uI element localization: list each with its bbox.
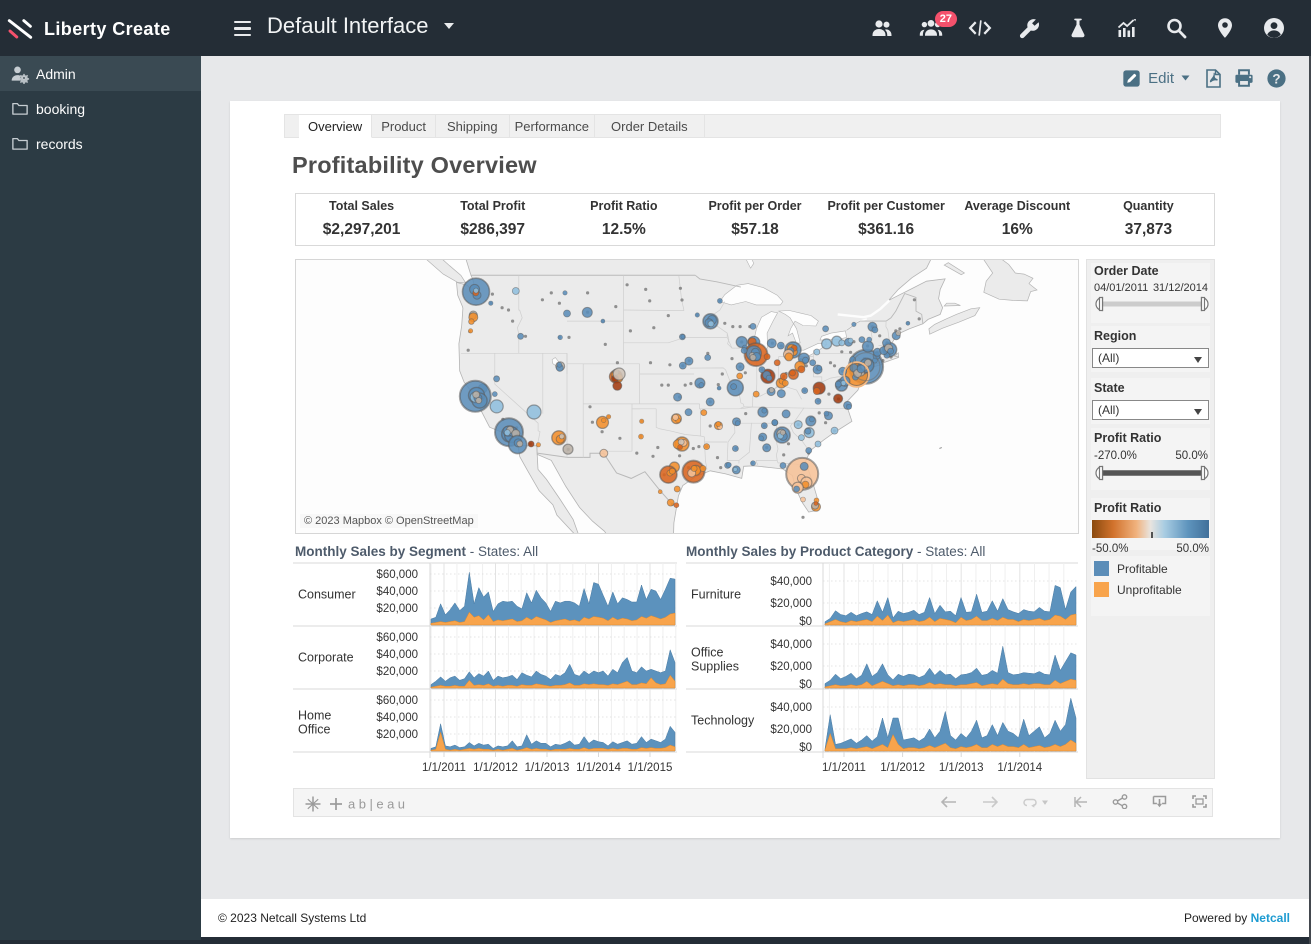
svg-text:1/1/2011: 1/1/2011 bbox=[822, 762, 866, 774]
svg-text:Corporate: Corporate bbox=[298, 651, 354, 665]
svg-text:$20,000: $20,000 bbox=[770, 661, 812, 673]
svg-text:Monthly Sales by Product Categ: Monthly Sales by Product Category - Stat… bbox=[686, 544, 985, 559]
svg-text:Technology: Technology bbox=[691, 714, 755, 728]
svg-text:1/1/2013: 1/1/2013 bbox=[525, 762, 570, 774]
svg-text:Office: Office bbox=[691, 646, 723, 660]
svg-text:1/1/2015: 1/1/2015 bbox=[628, 762, 673, 774]
svg-text:$20,000: $20,000 bbox=[770, 724, 812, 736]
svg-text:Home: Home bbox=[298, 709, 331, 723]
svg-text:1/1/2014: 1/1/2014 bbox=[576, 762, 621, 774]
svg-text:1/1/2013: 1/1/2013 bbox=[939, 762, 984, 774]
svg-text:$60,000: $60,000 bbox=[376, 695, 418, 707]
svg-text:$40,000: $40,000 bbox=[376, 586, 418, 598]
svg-text:1/1/2012: 1/1/2012 bbox=[473, 762, 518, 774]
svg-text:$40,000: $40,000 bbox=[376, 712, 418, 724]
svg-text:1/1/2011: 1/1/2011 bbox=[422, 762, 466, 774]
svg-text:ab|eau: ab|eau bbox=[348, 797, 409, 812]
svg-text:Furniture: Furniture bbox=[691, 588, 741, 602]
svg-text:$40,000: $40,000 bbox=[376, 649, 418, 661]
svg-text:$20,000: $20,000 bbox=[770, 598, 812, 610]
svg-text:1/1/2014: 1/1/2014 bbox=[997, 762, 1042, 774]
svg-text:$20,000: $20,000 bbox=[376, 729, 418, 741]
svg-text:$40,000: $40,000 bbox=[770, 702, 812, 714]
svg-text:?: ? bbox=[1272, 71, 1280, 86]
svg-text:$0: $0 bbox=[799, 742, 812, 754]
svg-text:$40,000: $40,000 bbox=[770, 576, 812, 588]
svg-text:1/1/2012: 1/1/2012 bbox=[880, 762, 925, 774]
svg-text:Office: Office bbox=[298, 723, 330, 737]
svg-text:$0: $0 bbox=[799, 679, 812, 691]
svg-text:$20,000: $20,000 bbox=[376, 603, 418, 615]
svg-text:$60,000: $60,000 bbox=[376, 569, 418, 581]
svg-text:$20,000: $20,000 bbox=[376, 666, 418, 678]
svg-text:$40,000: $40,000 bbox=[770, 639, 812, 651]
svg-text:$0: $0 bbox=[799, 616, 812, 628]
svg-text:$60,000: $60,000 bbox=[376, 632, 418, 644]
svg-text:Supplies: Supplies bbox=[691, 660, 739, 674]
svg-text:Monthly Sales by Segment - Sta: Monthly Sales by Segment - States: All bbox=[295, 544, 538, 559]
svg-text:Consumer: Consumer bbox=[298, 588, 356, 602]
